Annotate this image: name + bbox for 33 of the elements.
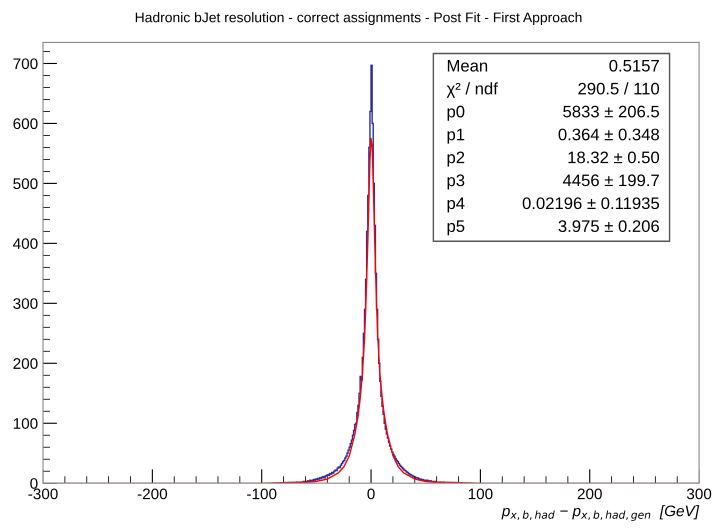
- annotation: 290.5 / 110: [578, 82, 660, 95]
- y-tick-label: 700: [13, 58, 38, 70]
- annotation: 0.5157: [609, 60, 659, 72]
- annotation: p3: [448, 174, 464, 190]
- y-tick-label: 0: [30, 478, 38, 489]
- y-tick-label: 600: [13, 118, 38, 130]
- annotation: p4: [448, 198, 465, 212]
- x-tick-label: -100: [247, 488, 276, 500]
- x-tick-label: 300: [686, 488, 712, 500]
- x-tick-label: 0: [367, 488, 375, 500]
- x-tick-label: -200: [138, 488, 168, 500]
- annotation: 18.32 ± 0.50: [568, 152, 660, 164]
- annotation: p0: [448, 106, 464, 121]
- x-tick-label: 100: [468, 488, 493, 500]
- x-tick-label: -300: [28, 488, 58, 500]
- x-tick-label: 200: [578, 488, 602, 500]
- y-tick-label: 100: [14, 418, 38, 429]
- annotation: 0.364 ± 0.348: [558, 128, 659, 140]
- annotation: p1: [448, 128, 464, 144]
- annotation: 4456 ± 199.7: [562, 174, 659, 186]
- annotation: 5833 ± 206.5: [563, 106, 660, 118]
- y-tick-label: 400: [13, 238, 38, 250]
- chart-title: Hadronic bJet resolution - correct assignments - Post Fit - First Approach: [136, 12, 582, 26]
- annotation: Mean: [448, 60, 488, 72]
- y-tick-label: 200: [13, 358, 38, 369]
- annotation: p2: [448, 152, 464, 167]
- annotation: 0.02196 ± 0.11935: [522, 197, 660, 210]
- y-tick-label: 500: [13, 178, 38, 190]
- annotation: χ² / ndf: [446, 82, 498, 98]
- annotation: p5: [448, 220, 464, 236]
- annotation: 3.975 ± 0.206: [558, 220, 659, 232]
- y-tick-label: 300: [13, 298, 38, 310]
- x-axis-title: p$_{x,b,had}$ − p$_{x,b,had,gen}$ [GeV]: [501, 505, 700, 521]
